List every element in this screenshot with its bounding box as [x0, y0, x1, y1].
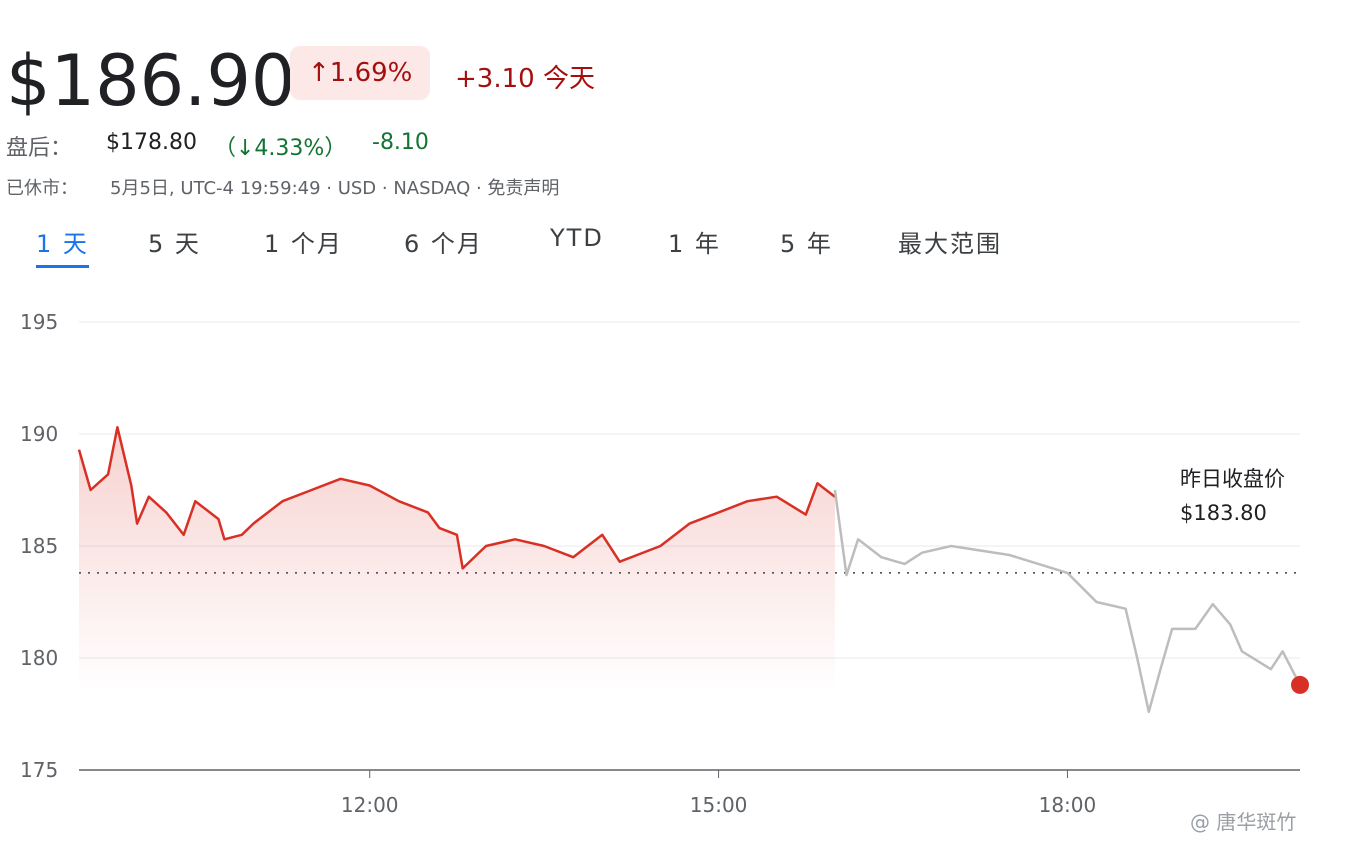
tab[interactable]: 5 年	[780, 230, 833, 258]
y-tick-label: 185	[20, 534, 58, 558]
y-tick-label: 195	[20, 310, 58, 334]
tab[interactable]: 6 个月	[404, 230, 483, 258]
tab[interactable]: 5 天	[148, 230, 201, 258]
price: $186.90	[6, 40, 296, 122]
tab[interactable]: 1 天	[36, 224, 89, 268]
change: +3.10 今天	[455, 64, 595, 94]
tab[interactable]: YTD	[550, 224, 604, 252]
tab[interactable]: 1 个月	[264, 230, 343, 258]
change-badge: ↑1.69%	[290, 46, 431, 100]
x-tick-label: 12:00	[341, 793, 399, 817]
meta: 5月5日, UTC-4 19:59:49 · USD · NASDAQ · 免责…	[110, 178, 560, 199]
after-pct: （↓4.33%）	[214, 136, 347, 161]
area	[79, 427, 835, 690]
last-point	[1291, 675, 1309, 694]
price-line	[833, 489, 1302, 714]
x-tick-label: 15:00	[690, 793, 748, 817]
tab[interactable]: 最大范围	[898, 230, 1002, 258]
prev-close-label: $183.80	[1180, 501, 1267, 525]
after-price: $178.80	[106, 130, 197, 155]
y-tick-label: 180	[20, 646, 58, 670]
watermark: @ 唐华斑竹	[1190, 810, 1297, 834]
annotation: 昨日收盘价 $183.80	[1180, 462, 1300, 530]
x-tick-label: 18:00	[1039, 793, 1097, 817]
status: 已休市：	[6, 178, 78, 199]
price-line	[77, 426, 836, 570]
after-change: -8.10	[372, 130, 429, 155]
after-label: 盘后：	[6, 136, 73, 161]
y-tick-label: 190	[20, 422, 58, 446]
prev-close-title: 昨日收盘价	[1180, 467, 1285, 491]
y-tick-label: 175	[20, 758, 58, 782]
tab[interactable]: 1 年	[668, 230, 721, 258]
